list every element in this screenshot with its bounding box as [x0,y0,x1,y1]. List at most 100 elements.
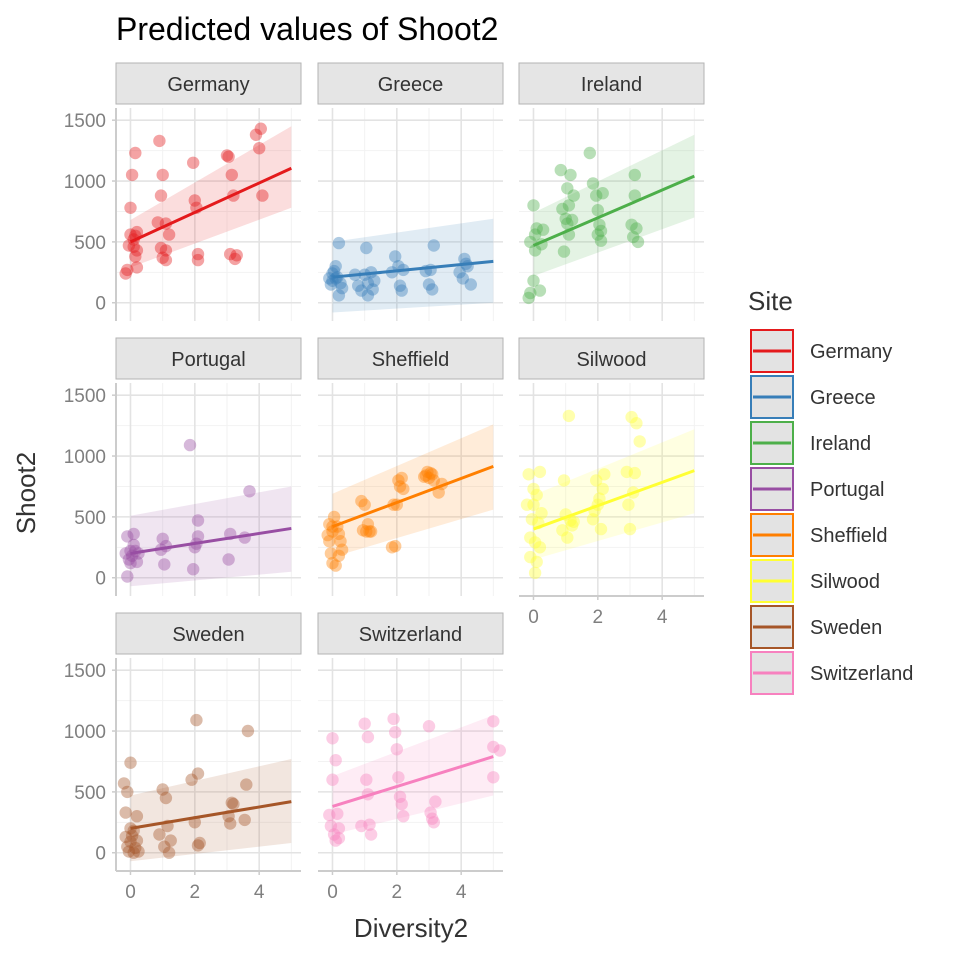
data-point-greece [456,272,469,285]
strip-portugal [115,337,302,380]
data-point-sweden [130,834,144,847]
panel-sweden: Sweden 0 500 1000 1500 0 2 4 [64,612,302,903]
data-point-silwood [530,488,543,502]
confidence-band-sheffield [332,424,494,558]
data-point-sheffield [326,556,339,570]
data-point-sweden [224,817,237,830]
data-point-germany [156,251,169,264]
data-point-greece [361,277,375,290]
data-point-portugal [122,553,136,566]
data-point-germany [124,228,137,241]
data-point-germany [253,142,266,155]
data-point-silwood [533,465,547,479]
data-point-ireland [524,286,537,300]
strip-silwood [518,337,705,380]
data-point-germany [256,189,269,202]
strip-label-portugal: Portugal [171,349,246,371]
data-point-sheffield [332,549,346,562]
data-point-silwood [557,474,571,487]
data-point-silwood [633,435,646,448]
data-point-silwood [625,410,638,424]
data-point-ireland [586,177,600,190]
data-point-greece [361,289,375,302]
data-point-switzerland [424,806,437,819]
strip-germany [115,62,302,105]
data-point-germany [151,216,164,229]
data-point-greece [327,264,341,278]
y-tick-label: 0 [95,294,106,315]
data-point-greece [360,241,373,255]
data-point-switzerland [397,810,410,823]
data-point-silwood [527,482,540,496]
data-point-ireland [591,228,604,241]
data-point-ireland [628,189,641,202]
data-point-silwood [530,555,543,569]
data-point-ireland [557,245,571,258]
data-point-switzerland [358,717,371,730]
data-point-sweden [191,839,205,852]
data-point-sweden [191,767,205,780]
data-point-germany [162,228,176,241]
data-point-sheffield [323,535,336,548]
legend-label-germany: Germany [810,341,892,363]
data-point-germany [130,244,144,257]
data-point-silwood [586,513,600,526]
data-point-ireland [583,146,596,160]
data-point-sheffield [363,525,376,538]
data-point-switzerland [329,834,342,847]
data-point-greece [332,289,346,302]
data-point-greece [334,277,347,290]
data-point-switzerland [361,730,375,744]
data-point-germany [228,252,242,266]
panel-sheffield: Sheffield [317,337,504,596]
confidence-band-greece [332,218,494,313]
data-point-sweden [238,813,251,827]
x-tick-label: 2 [392,882,403,903]
y-axis-title: Shoot2 [11,452,41,534]
confidence-band-germany [130,126,292,268]
data-point-greece [368,274,381,287]
data-point-switzerland [392,771,405,784]
data-point-sweden [156,783,169,796]
data-point-germany [129,146,142,160]
data-point-ireland [562,199,576,212]
data-point-sweden [190,713,203,727]
fit-line-sheffield [331,464,494,529]
strip-label-ireland: Ireland [581,74,642,96]
data-point-switzerland [493,744,506,757]
data-point-silwood [561,531,574,544]
data-point-silwood [520,498,534,511]
legend-label-switzerland: Switzerland [810,663,913,685]
data-point-switzerland [426,812,439,825]
data-point-switzerland [363,818,376,831]
data-point-switzerland [331,807,344,820]
data-point-sweden [132,845,145,858]
data-point-sheffield [395,471,408,485]
data-point-sheffield [389,539,402,553]
data-point-germany [191,247,205,261]
panel-portugal: Portugal 0 500 1000 1500 [64,337,302,596]
data-point-silwood [593,492,606,505]
data-point-silwood [522,468,535,481]
data-point-greece [389,250,402,263]
data-point-germany [130,225,144,239]
data-point-switzerland [487,771,500,784]
data-point-ireland [628,168,641,182]
legend-item-ireland: Ireland [750,421,871,465]
strip-sheffield [317,337,504,380]
legend-label-greece: Greece [810,387,876,409]
data-point-greece [324,278,338,291]
data-point-sweden [185,773,198,786]
data-point-ireland [590,189,603,202]
data-point-germany [127,240,140,253]
panel-germany: Germany 0 500 1000 1500 [64,62,302,321]
data-point-switzerland [332,822,346,835]
data-point-switzerland [324,819,338,833]
data-point-germany [230,249,243,262]
data-point-silwood [590,474,603,487]
data-point-greece [422,278,436,291]
data-point-sweden [124,835,137,848]
y-tick-label: 500 [74,233,106,254]
data-point-greece [366,283,379,296]
data-point-sheffield [324,547,338,560]
